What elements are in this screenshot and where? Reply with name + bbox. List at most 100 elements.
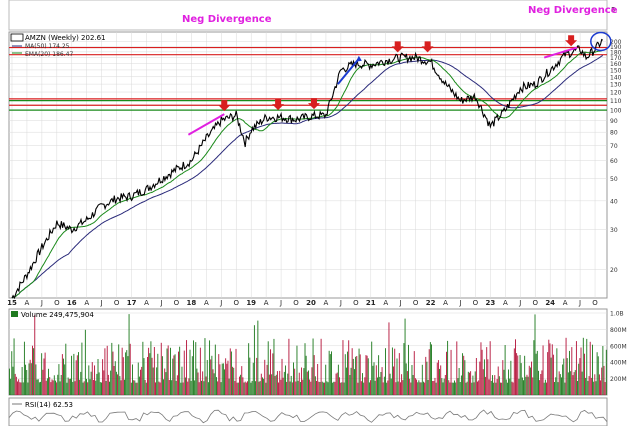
- volume-bar: [182, 382, 184, 395]
- volume-bar: [79, 379, 81, 395]
- volume-bar: [144, 380, 146, 395]
- volume-bar: [272, 353, 274, 395]
- volume-bar: [21, 367, 23, 395]
- y-tick-label: 100: [610, 108, 622, 115]
- volume-bar: [166, 348, 168, 395]
- volume-bar: [153, 347, 155, 395]
- x-tick-label: 24: [545, 299, 555, 307]
- volume-bar: [186, 340, 188, 395]
- volume-bar: [40, 381, 41, 395]
- volume-bar: [37, 379, 39, 395]
- volume-bar: [339, 377, 340, 395]
- volume-bar: [389, 373, 391, 395]
- volume-bar: [455, 382, 457, 395]
- volume-bar: [48, 368, 50, 395]
- volume-bar: [252, 362, 254, 395]
- down-arrow-icon: [421, 41, 434, 53]
- volume-bar: [326, 381, 328, 395]
- volume-bar: [198, 382, 200, 395]
- volume-bar: [527, 376, 529, 395]
- volume-bar: [58, 364, 60, 395]
- volume-bars: [9, 314, 607, 395]
- volume-bar: [216, 377, 217, 395]
- y-tick-label: 110: [610, 98, 622, 105]
- volume-bar: [297, 380, 299, 395]
- volume-bar: [90, 371, 92, 395]
- volume-bar: [128, 314, 130, 395]
- volume-bar: [69, 378, 71, 395]
- volume-bar: [26, 370, 28, 395]
- volume-bar: [523, 380, 524, 395]
- volume-bar: [449, 382, 451, 395]
- volume-bar: [149, 353, 151, 395]
- volume-bar: [562, 364, 564, 395]
- down-arrow-icon: [218, 100, 231, 112]
- volume-bar: [184, 377, 186, 395]
- volume-bar: [480, 342, 482, 395]
- volume-bar: [582, 337, 584, 395]
- y-tick-label: 150: [610, 67, 622, 74]
- volume-bar: [255, 381, 257, 395]
- volume-bar: [351, 348, 353, 395]
- volume-bar: [240, 374, 242, 395]
- volume-bar: [336, 372, 338, 395]
- volume-bar: [526, 374, 528, 395]
- volume-bar: [504, 345, 506, 395]
- volume-bar: [597, 356, 599, 395]
- volume-bar: [264, 359, 266, 395]
- volume-bar: [377, 377, 378, 395]
- x-tick-label: A: [324, 299, 329, 307]
- x-tick-label: O: [54, 299, 60, 307]
- volume-bar: [12, 366, 14, 395]
- rsi-legend: RSI(14) 62.53: [25, 401, 73, 409]
- down-arrow-icon: [272, 99, 285, 111]
- volume-bar: [241, 366, 243, 395]
- volume-bar: [551, 344, 553, 395]
- volume-bar: [83, 381, 85, 395]
- volume-bar: [433, 381, 435, 395]
- volume-bar: [301, 367, 303, 395]
- volume-bar: [41, 353, 43, 395]
- volume-bar: [29, 359, 31, 395]
- volume-bar: [227, 360, 229, 395]
- volume-bar: [248, 343, 250, 395]
- volume-bar: [319, 382, 321, 395]
- volume-bar: [533, 340, 535, 395]
- volume-bar: [101, 382, 102, 395]
- volume-bar: [439, 368, 441, 395]
- volume-bar: [552, 354, 554, 395]
- divergence-line: [187, 113, 225, 136]
- volume-bar: [44, 352, 46, 395]
- x-tick-label: A: [383, 299, 388, 307]
- volume-bar: [265, 382, 267, 395]
- volume-bar: [352, 358, 354, 395]
- volume-bar: [250, 382, 252, 395]
- volume-bar: [492, 375, 493, 395]
- volume-bar: [280, 379, 282, 395]
- volume-bar: [150, 341, 152, 395]
- legend-swatch-symbol: [10, 33, 24, 42]
- volume-bar: [293, 362, 294, 395]
- volume-bar: [96, 373, 98, 395]
- volume-bar: [84, 329, 86, 395]
- x-tick-label: A: [264, 299, 269, 307]
- volume-bar: [452, 382, 454, 395]
- volume-bar: [478, 380, 480, 395]
- volume-bar: [496, 379, 498, 395]
- volume-bar: [28, 363, 30, 395]
- volume-bar: [482, 369, 484, 395]
- volume-bar: [388, 322, 390, 395]
- y-tick-label: 40: [610, 198, 618, 205]
- volume-bar: [334, 381, 336, 395]
- volume-bar: [229, 348, 231, 395]
- volume-bar: [420, 382, 422, 395]
- volume-bar: [205, 376, 207, 395]
- volume-bar: [348, 340, 350, 395]
- volume-bar: [465, 382, 467, 395]
- x-tick-label: O: [353, 299, 359, 307]
- volume-bar: [114, 361, 116, 395]
- volume-bar: [203, 381, 205, 395]
- volume-bar: [575, 341, 577, 395]
- volume-bar: [557, 382, 559, 395]
- volume-bar: [253, 325, 255, 395]
